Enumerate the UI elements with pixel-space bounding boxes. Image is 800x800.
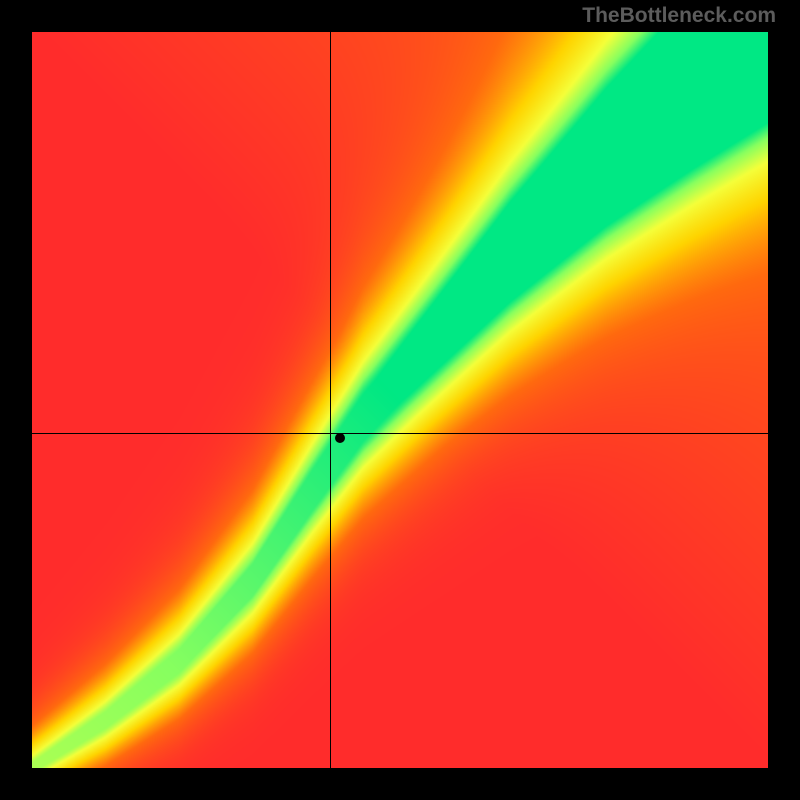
heatmap-canvas <box>32 32 768 768</box>
crosshair-vertical <box>330 32 331 768</box>
crosshair-horizontal <box>32 433 768 434</box>
data-point-marker <box>335 433 345 443</box>
heatmap-plot <box>32 32 768 768</box>
watermark-text: TheBottleneck.com <box>582 4 776 28</box>
